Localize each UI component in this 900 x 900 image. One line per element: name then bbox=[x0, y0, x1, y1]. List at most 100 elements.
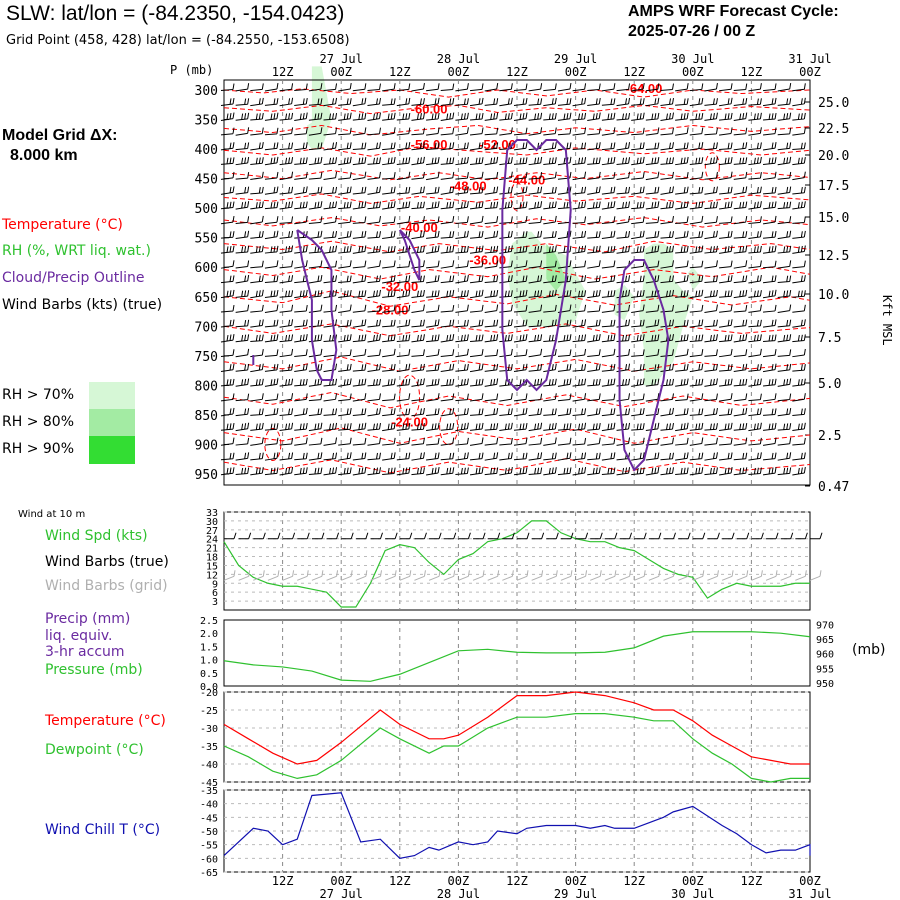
wind-barb bbox=[470, 157, 484, 165]
wind-barb bbox=[557, 319, 572, 328]
wind-barb bbox=[220, 423, 235, 431]
wind-barb bbox=[308, 334, 323, 343]
wind-barb bbox=[543, 319, 557, 328]
surface-wind-barb bbox=[619, 532, 633, 540]
wind-barb bbox=[484, 437, 499, 446]
wind-barb bbox=[264, 156, 279, 166]
wind-barb bbox=[352, 245, 367, 254]
wind-barb bbox=[733, 245, 748, 254]
wind-barb bbox=[382, 112, 396, 121]
wind-barb bbox=[587, 201, 601, 210]
wind-barb bbox=[220, 127, 235, 136]
temperature-contour-label: -48.00 bbox=[450, 178, 487, 193]
surface-wind-barb-grid bbox=[575, 570, 588, 581]
wind-barb bbox=[645, 348, 660, 358]
wind-barb bbox=[601, 393, 616, 402]
wind-barb bbox=[748, 408, 762, 417]
wind-barb bbox=[543, 304, 557, 313]
wind-barb bbox=[689, 408, 704, 416]
wind-barb bbox=[792, 275, 806, 284]
wind-barb bbox=[338, 112, 352, 121]
wind-barb bbox=[367, 363, 381, 372]
pressure-tick-label-right: 965 bbox=[816, 635, 834, 646]
wind-barb bbox=[719, 97, 733, 107]
wind-barb bbox=[748, 260, 762, 269]
windchill-tick-label: -65 bbox=[200, 868, 218, 879]
wind-barb bbox=[235, 127, 250, 136]
wind-barb bbox=[323, 275, 338, 284]
wind-barb bbox=[382, 334, 396, 343]
legend-rh90: RH > 90% bbox=[2, 441, 75, 457]
wind-barb bbox=[250, 393, 264, 402]
wind-barb bbox=[235, 393, 250, 402]
wind-barb bbox=[469, 142, 484, 151]
wind-barb bbox=[455, 437, 469, 446]
wind-barbs-true-label: Wind Barbs (true) bbox=[45, 554, 169, 570]
wind-barb bbox=[250, 334, 264, 343]
precip-tick-label: 0.5 bbox=[200, 669, 218, 680]
wind-barb bbox=[719, 201, 733, 210]
wind-barb bbox=[235, 201, 250, 210]
bottom-hour-label: 00Z bbox=[448, 874, 470, 888]
temp-tick-label: -35 bbox=[200, 742, 218, 753]
windchill-tick-label: -60 bbox=[200, 854, 218, 865]
surface-wind-barb bbox=[692, 532, 706, 540]
wind-barb bbox=[484, 112, 499, 121]
wind-barb bbox=[235, 290, 250, 298]
windchill-tick-label: -35 bbox=[200, 786, 218, 797]
wind-barb bbox=[572, 452, 587, 461]
wind-barb bbox=[264, 127, 279, 136]
top-hour-label: 12Z bbox=[389, 65, 411, 79]
wind-barb bbox=[264, 260, 279, 269]
pressure-tick-label: 700 bbox=[195, 320, 218, 335]
surface-wind-barb-grid bbox=[458, 570, 470, 581]
wind-barb bbox=[616, 171, 631, 180]
wind-barb bbox=[220, 112, 235, 121]
wind-barb bbox=[557, 275, 572, 283]
surface-wind-barb-grid bbox=[399, 570, 412, 581]
wind-barb bbox=[792, 466, 806, 476]
wind-barb bbox=[338, 156, 352, 166]
wind-barb bbox=[352, 408, 367, 417]
wind-barb bbox=[543, 171, 557, 180]
wind-barb bbox=[250, 467, 264, 476]
wind-barb bbox=[528, 274, 543, 284]
wind-barb bbox=[220, 437, 235, 446]
wind-barb bbox=[704, 378, 718, 387]
wind-barb bbox=[645, 304, 660, 313]
wind-barb bbox=[763, 334, 777, 343]
wind-barb bbox=[587, 289, 601, 299]
wind-barb bbox=[235, 156, 250, 166]
wind-barb bbox=[426, 97, 440, 107]
wind-barb bbox=[367, 275, 381, 284]
wind-barb bbox=[587, 467, 601, 476]
wind-barb bbox=[777, 156, 792, 166]
wind-barb bbox=[396, 334, 411, 343]
wind-barb bbox=[689, 422, 704, 431]
wind-barb bbox=[426, 245, 440, 254]
height-tick-label: 2.5 bbox=[818, 429, 841, 444]
wind-barb bbox=[426, 304, 440, 313]
wind-barb bbox=[792, 216, 806, 224]
wind-barb bbox=[719, 142, 733, 151]
wind-barb bbox=[396, 186, 411, 195]
wind-barb bbox=[748, 334, 762, 343]
precip-label: Precip (mm) bbox=[45, 611, 131, 627]
wind-barb bbox=[777, 275, 792, 283]
top-hour-label: 00Z bbox=[330, 65, 352, 79]
top-hour-label: 12Z bbox=[623, 65, 645, 79]
wind-barb bbox=[411, 171, 425, 180]
wind-barb bbox=[338, 467, 352, 476]
pressure-unit: (mb) bbox=[852, 642, 886, 658]
wind-barb bbox=[777, 334, 792, 343]
rh-legend-swatch bbox=[89, 409, 135, 437]
wind-barb bbox=[250, 157, 264, 165]
wind-barb bbox=[777, 230, 792, 240]
wind-barb bbox=[616, 97, 631, 107]
wind-barb bbox=[631, 82, 645, 92]
wind-barb bbox=[777, 378, 792, 387]
wind-barb bbox=[235, 348, 250, 358]
wind-barb bbox=[367, 393, 381, 402]
wind-barb bbox=[719, 319, 733, 328]
wind-barb bbox=[543, 275, 557, 284]
